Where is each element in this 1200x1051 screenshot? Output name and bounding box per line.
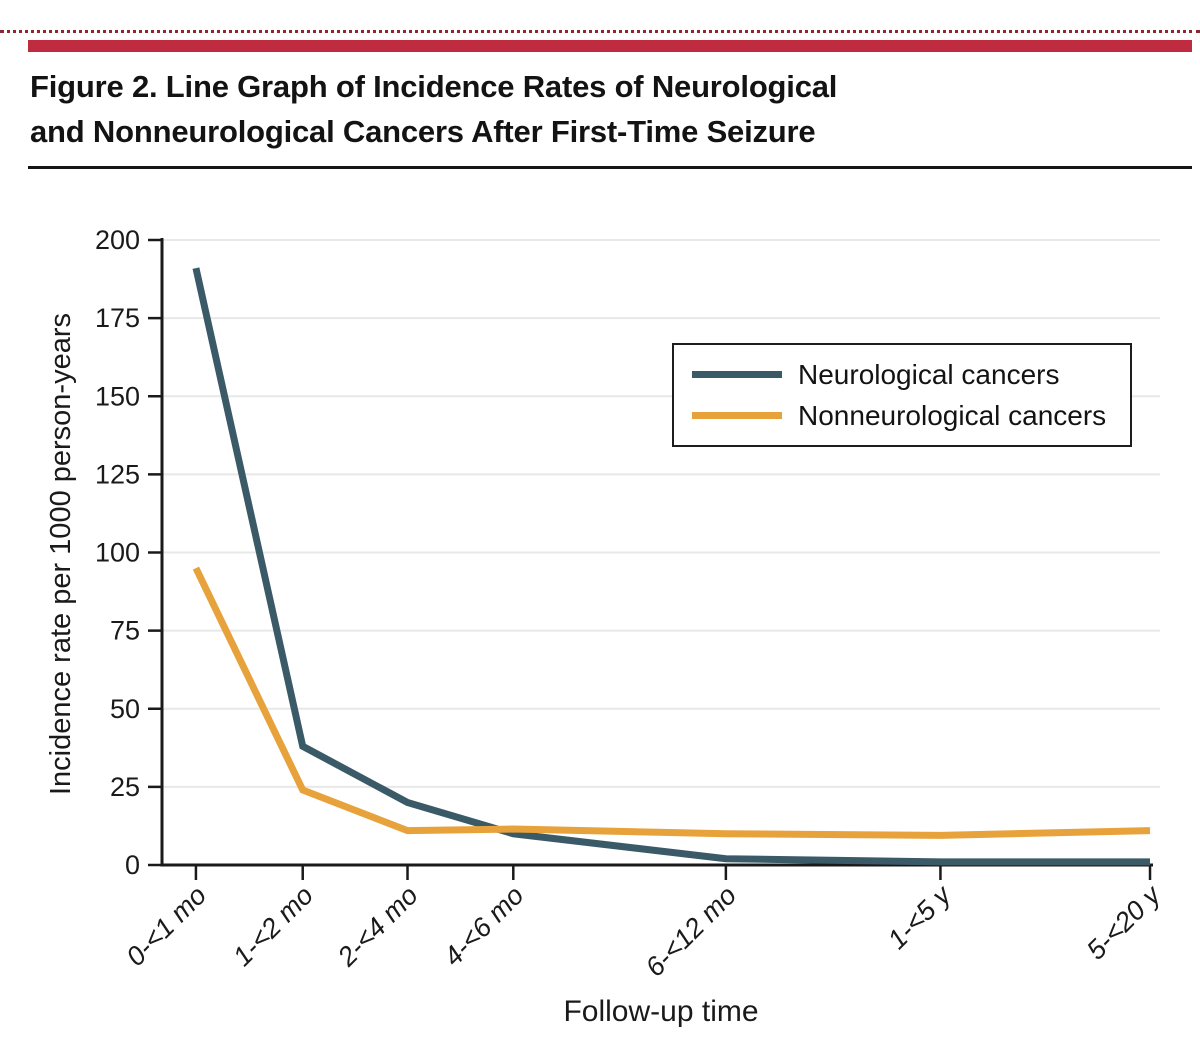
legend-item-nonneurological: Nonneurological cancers (692, 399, 1130, 431)
x-tick-label: 6-<12 mo (640, 880, 742, 982)
x-axis-title: Follow-up time (563, 995, 759, 1028)
y-tick-label: 175 (95, 303, 140, 333)
x-tick-label: 0-<1 mo (120, 880, 212, 972)
x-tick-label: 5-<20 y (1081, 879, 1167, 965)
x-tick-label: 2-<4 mo (331, 880, 423, 972)
y-tick-label: 50 (110, 694, 140, 724)
legend: Neurological cancers Nonneurological can… (672, 343, 1132, 447)
figure-title-line1: Figure 2. Line Graph of Incidence Rates … (30, 69, 838, 104)
neurological-line-swatch (692, 371, 782, 378)
legend-label-neurological: Neurological cancers (798, 358, 1060, 390)
y-tick-label: 75 (110, 616, 140, 646)
y-tick-label: 0 (125, 850, 140, 880)
legend-item-neurological: Neurological cancers (692, 358, 1130, 390)
x-tick-label: 1-<2 mo (227, 880, 319, 972)
title-rule (28, 166, 1192, 169)
y-tick-label: 200 (95, 225, 140, 255)
x-tick-label: 1-<5 y (882, 879, 958, 955)
figure-accent-bar (28, 40, 1192, 52)
series-line-1 (192, 566, 1151, 839)
nonneurological-line-swatch (692, 412, 782, 419)
y-tick-label: 150 (95, 381, 140, 411)
legend-label-nonneurological: Nonneurological cancers (798, 399, 1107, 431)
y-axis-title: Incidence rate per 1000 person-years (45, 313, 77, 796)
top-dotted-rule (0, 30, 1200, 33)
series-line-0 (192, 267, 1151, 866)
y-tick-label: 25 (110, 772, 140, 802)
y-tick-label: 100 (95, 538, 140, 568)
x-tick-label: 4-<6 mo (438, 880, 530, 972)
figure-title-line2: and Nonneurological Cancers After First-… (30, 114, 816, 149)
figure-title: Figure 2. Line Graph of Incidence Rates … (30, 64, 1130, 154)
y-tick-label: 125 (95, 459, 140, 489)
